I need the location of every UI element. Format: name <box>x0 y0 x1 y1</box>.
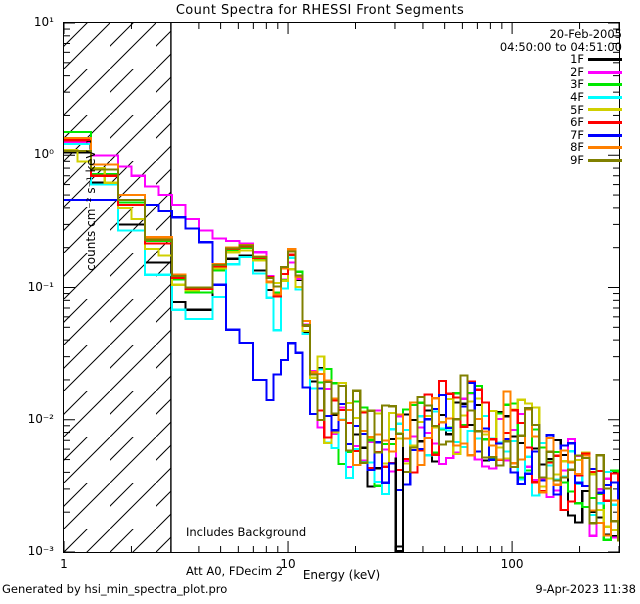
legend-entry-2F[interactable]: 2F <box>500 66 622 79</box>
legend-entry-label: 9F <box>570 152 584 167</box>
legend-color-swatch <box>588 158 622 162</box>
y-axis-label: counts cm⁻² s⁻¹ keV⁻¹ <box>84 139 98 271</box>
legend-color-swatch <box>588 133 622 137</box>
legend-entry-6F[interactable]: 6F <box>500 116 622 129</box>
x-tick-label: 10 <box>280 557 296 571</box>
y-tick-label: 10¹ <box>33 15 54 29</box>
plot-area <box>63 22 620 553</box>
legend-color-swatch <box>588 70 622 74</box>
hatched-exclusion-region <box>64 23 172 552</box>
series-9F <box>64 149 619 542</box>
legend-entry-4F[interactable]: 4F <box>500 91 622 104</box>
legend-entry-label: 7F <box>570 127 584 142</box>
x-tick-label: 1 <box>60 557 68 571</box>
legend-color-swatch <box>588 108 622 112</box>
y-tick-label: 10⁻² <box>27 411 54 426</box>
legend-entry-label: 1F <box>570 52 584 67</box>
legend-color-swatch <box>588 146 622 150</box>
x-tick-label: 100 <box>500 557 524 571</box>
axis-tick-marks <box>64 23 619 552</box>
legend-time-range: 04:50:00 to 04:51:00 <box>499 39 622 54</box>
legend-entry-label: 4F <box>570 89 584 104</box>
legend-entries: 1F 2F 3F 4F 5F 6F 7F 8F 9F <box>500 53 622 166</box>
footer-generator: Generated by hsi_min_spectra_plot.pro <box>2 582 228 596</box>
y-axis-label-wrap: counts cm⁻² s⁻¹ keV⁻¹ <box>84 105 104 305</box>
y-tick-label: 10⁰ <box>33 147 54 162</box>
page-title: Count Spectra for RHESSI Front Segments <box>175 3 465 18</box>
legend-entry-label: 2F <box>570 64 584 79</box>
footer-timestamp: 9-Apr-2023 11:38 <box>535 582 636 596</box>
legend-entry-label: 8F <box>570 140 584 155</box>
annotation-line-2: Att A0, FDecim 2 <box>186 564 284 578</box>
x-axis-label: Energy (keV) <box>302 568 381 582</box>
legend-entry-3F[interactable]: 3F <box>500 78 622 91</box>
legend-color-swatch <box>588 95 622 99</box>
series-1F-dropout <box>394 447 405 548</box>
plot-annotation: Includes Background Att A0, FDecim 2 <box>186 500 306 604</box>
legend-color-swatch <box>588 57 622 61</box>
legend-entry-9F[interactable]: 9F <box>500 154 622 167</box>
y-tick-label: 10⁻³ <box>27 544 54 558</box>
legend-date: 20-Feb-2005 <box>549 27 622 41</box>
legend: 20-Feb-2005 04:50:00 to 04:51:00 1F 2F 3F 4… <box>500 28 622 167</box>
plot-canvas <box>64 23 619 552</box>
legend-entry-5F[interactable]: 5F <box>500 102 622 117</box>
legend-entry-8F[interactable]: 8F <box>500 141 622 154</box>
legend-color-swatch <box>588 120 622 124</box>
legend-entry-label: 3F <box>570 77 584 92</box>
legend-color-swatch <box>588 83 622 87</box>
legend-entry-1F[interactable]: 1F <box>500 53 622 66</box>
y-tick-label: 10⁻¹ <box>27 279 54 294</box>
annotation-line-1: Includes Background <box>186 525 307 539</box>
legend-entry-label: 6F <box>570 115 584 130</box>
legend-entry-7F[interactable]: 7F <box>500 129 622 142</box>
legend-entry-label: 5F <box>570 102 584 117</box>
